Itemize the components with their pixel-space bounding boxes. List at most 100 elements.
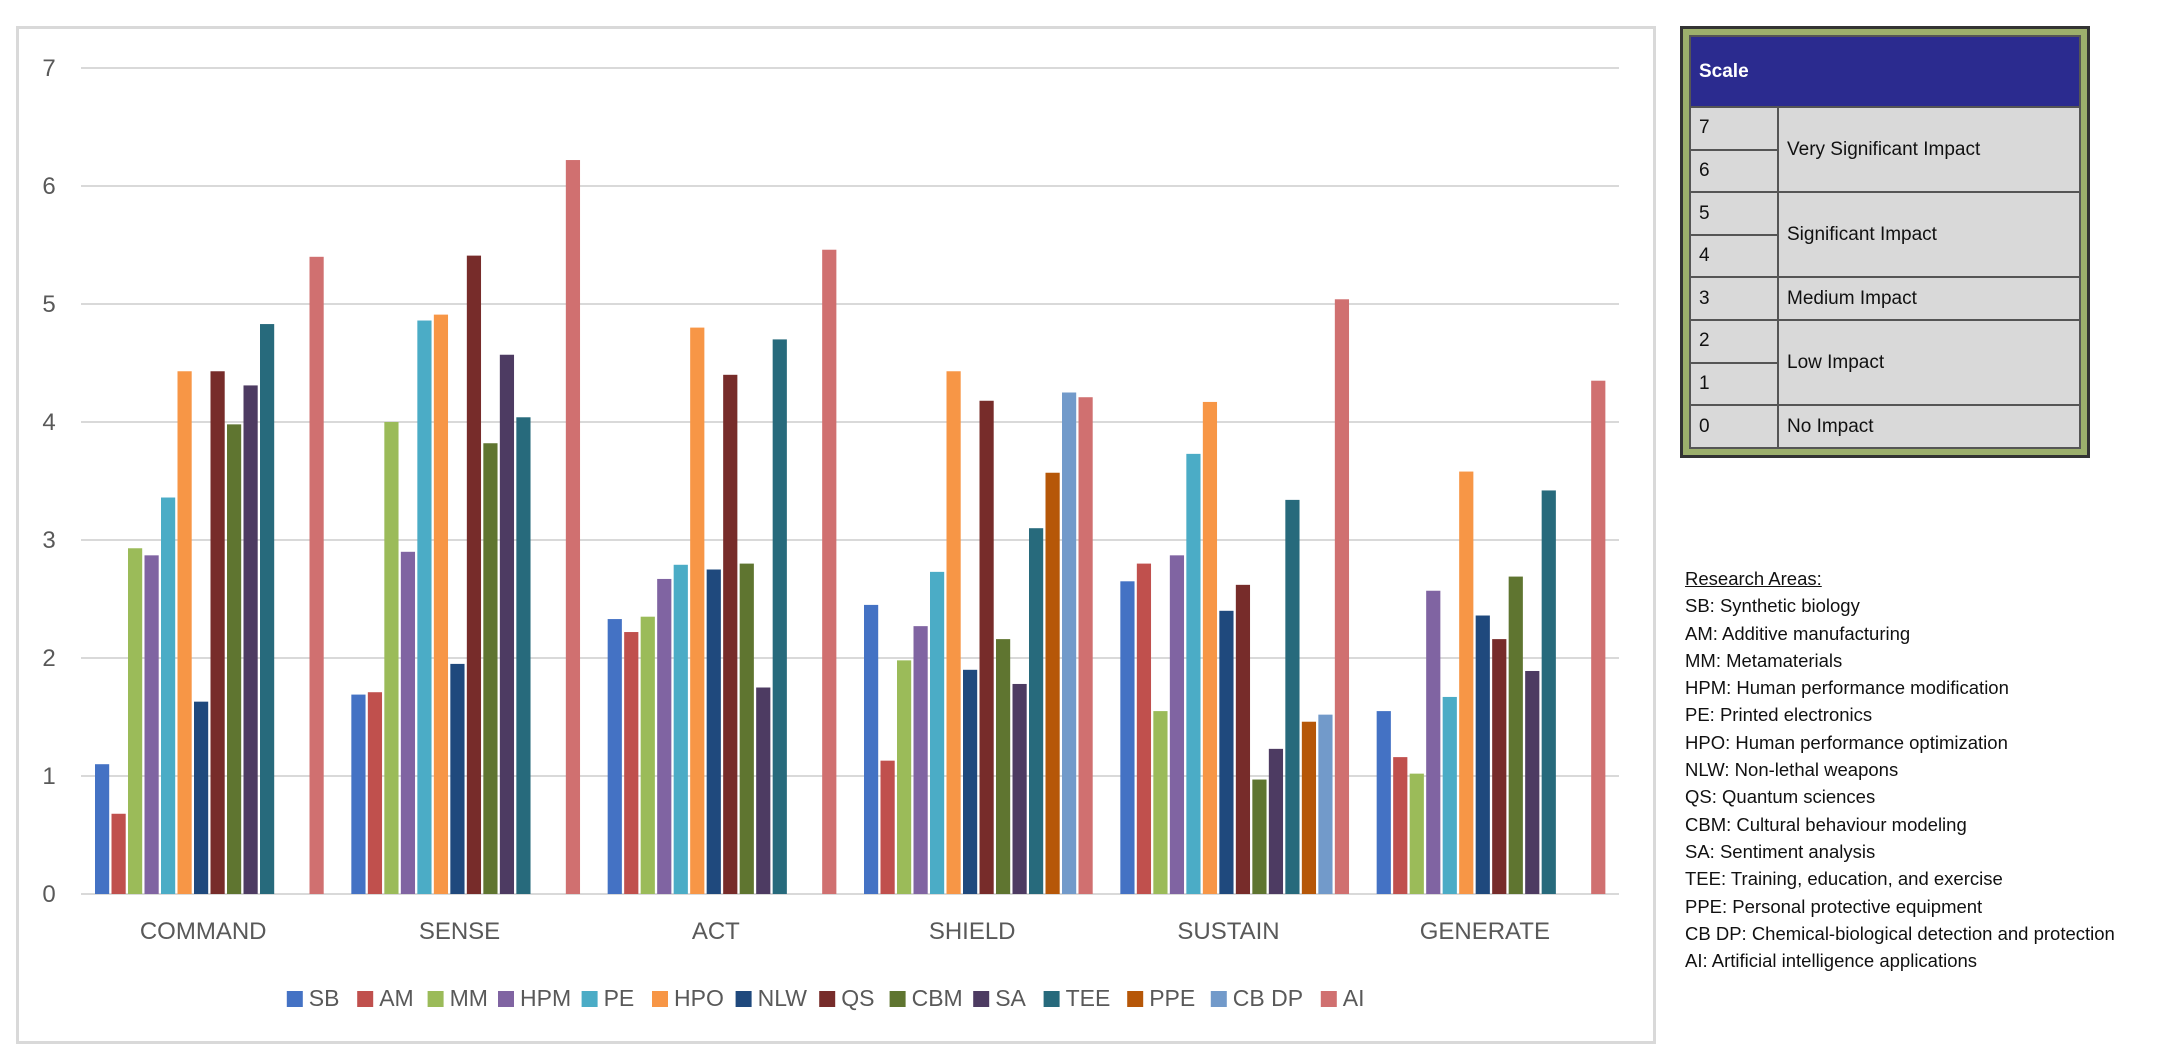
legend-label: QS bbox=[841, 985, 874, 1011]
bar-hpm bbox=[913, 626, 928, 894]
bar-hpm bbox=[1426, 590, 1441, 894]
bar-ai bbox=[565, 160, 581, 895]
bar-cbm bbox=[227, 424, 242, 894]
legend-label: NLW bbox=[758, 985, 808, 1011]
bar-ai bbox=[1334, 299, 1350, 894]
x-tick-label: GENERATE bbox=[1420, 918, 1550, 945]
bar-chart: 0 1 2 3 4 5 6 7 COMMAND SENSE ACT SHIELD SUSTAIN GENE… bbox=[42, 55, 1619, 1011]
scale-label-very-significant: Very Significant Impact bbox=[1777, 106, 2081, 194]
research-area-item: MM: Metamaterials bbox=[1685, 649, 1843, 671]
bar-tee bbox=[1285, 499, 1300, 894]
scale-header: Scale bbox=[1689, 34, 2081, 109]
bar-sb bbox=[95, 764, 110, 894]
bar-nlw bbox=[963, 669, 978, 894]
bar-hpo bbox=[433, 314, 449, 894]
bar-mm bbox=[128, 548, 143, 894]
bar-hpm bbox=[657, 578, 672, 894]
bar-sb bbox=[1376, 711, 1391, 894]
y-tick-label: 1 bbox=[42, 763, 55, 790]
research-area-item: NLW: Non-lethal weapons bbox=[1685, 759, 1899, 781]
scale-num: 3 bbox=[1689, 276, 1779, 322]
bar-ai bbox=[1078, 397, 1093, 894]
y-tick-label: 2 bbox=[42, 645, 55, 672]
bar-hpo bbox=[177, 371, 192, 894]
legend-swatch bbox=[498, 991, 514, 1007]
bar-pe bbox=[417, 320, 432, 894]
bar-ai bbox=[822, 249, 837, 895]
bar-hpm bbox=[144, 555, 159, 894]
research-area-item: SB: Synthetic biology bbox=[1685, 595, 1860, 617]
legend-label: MM bbox=[450, 985, 488, 1011]
bar-pe bbox=[930, 571, 945, 894]
legend-swatch bbox=[973, 991, 990, 1007]
research-area-item: PPE: Personal protective equipment bbox=[1685, 895, 1983, 917]
scale-num: 0 bbox=[1689, 404, 1779, 449]
bar-am bbox=[1136, 563, 1152, 894]
research-area-item: SA: Sentiment analysis bbox=[1685, 840, 1876, 862]
legend-swatch bbox=[1127, 991, 1144, 1007]
legend-swatch bbox=[427, 991, 444, 1007]
bar-mm bbox=[384, 422, 399, 894]
bar-am bbox=[111, 813, 126, 894]
research-area-item: HPO: Human performance optimization bbox=[1685, 731, 2008, 753]
bar-cbm bbox=[739, 563, 754, 894]
legend-label: CBM bbox=[912, 985, 963, 1011]
y-tick-label: 6 bbox=[42, 173, 55, 200]
bar-qs bbox=[1235, 584, 1251, 894]
research-area-item: CBM: Cultural behaviour modeling bbox=[1685, 813, 1967, 835]
research-area-item: PE: Printed electronics bbox=[1685, 704, 1873, 726]
legend-swatch bbox=[1043, 991, 1060, 1007]
y-tick-label: 5 bbox=[42, 291, 55, 318]
research-area-item: QS: Quantum sciences bbox=[1685, 786, 1876, 808]
research-area-item: CB DP: Chemical-biological detection and… bbox=[1685, 922, 2115, 944]
bar-qs bbox=[979, 400, 994, 894]
x-tick-label: COMMAND bbox=[140, 918, 267, 945]
scale-num: 6 bbox=[1689, 148, 1779, 194]
chart-frame: 0 1 2 3 4 5 6 7 COMMAND SENSE ACT SHIELD SUSTAIN GENE… bbox=[16, 26, 1656, 1044]
bar-pe bbox=[1186, 453, 1201, 894]
y-tick-label: 0 bbox=[42, 881, 55, 908]
bar-nlw bbox=[1475, 615, 1490, 894]
scale-box: Scale 7 Very Significant Impact 6 5 Sign… bbox=[1680, 26, 2090, 458]
research-area-item: AI: Artificial intelligence applications bbox=[1685, 950, 1978, 972]
research-area-item: AM: Additive manufacturing bbox=[1685, 622, 1911, 644]
bar-cbm bbox=[1252, 779, 1267, 894]
bar-ai bbox=[1591, 380, 1606, 894]
bar-mm bbox=[640, 616, 655, 894]
y-tick-label: 4 bbox=[42, 409, 55, 436]
scale-label-significant: Significant Impact bbox=[1777, 191, 2081, 279]
bar-ppe bbox=[1301, 721, 1317, 894]
legend-swatch bbox=[889, 991, 906, 1007]
bar-sa bbox=[1525, 670, 1540, 894]
legend-swatch bbox=[286, 991, 303, 1007]
y-tick-label: 3 bbox=[42, 527, 55, 554]
bar-sa bbox=[1012, 683, 1027, 894]
bar-cb-dp bbox=[1062, 392, 1077, 894]
scale-num: 5 bbox=[1689, 191, 1779, 236]
research-area-item: HPM: Human performance modification bbox=[1685, 677, 2009, 699]
bar-sa bbox=[243, 385, 258, 894]
bar-mm bbox=[897, 660, 912, 894]
bar-hpo bbox=[1459, 471, 1474, 894]
bar-mm bbox=[1153, 711, 1168, 894]
legend-swatch bbox=[581, 991, 598, 1007]
bar-sb bbox=[864, 604, 879, 894]
bar-nlw bbox=[1219, 610, 1234, 894]
legend-swatch bbox=[357, 991, 374, 1007]
bar-hpo bbox=[946, 371, 961, 894]
legend-label: PE bbox=[604, 985, 635, 1011]
bar-tee bbox=[772, 339, 787, 894]
legend-label: PPE bbox=[1149, 985, 1195, 1011]
legend-label: AM bbox=[379, 985, 414, 1011]
bar-cbm bbox=[483, 443, 498, 894]
bar-cb-dp bbox=[1318, 714, 1333, 894]
bar-tee bbox=[260, 324, 275, 894]
bar-qs bbox=[1492, 639, 1507, 894]
bar-hpo bbox=[690, 327, 705, 895]
legend-swatch bbox=[735, 991, 752, 1007]
bar-am bbox=[880, 760, 895, 894]
bar-tee bbox=[1541, 490, 1556, 894]
scale-label-medium: Medium Impact bbox=[1777, 276, 2081, 322]
x-tick-label: ACT bbox=[692, 918, 740, 945]
bar-sb bbox=[607, 619, 622, 894]
